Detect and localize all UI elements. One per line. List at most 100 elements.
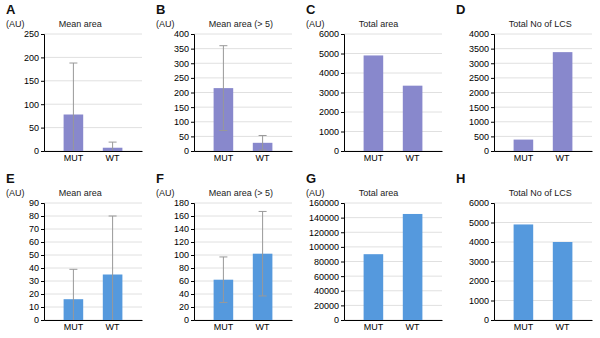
y-label: (AU) xyxy=(306,188,325,198)
y-tick-mark xyxy=(341,320,344,321)
y-tick-mark xyxy=(341,276,344,277)
y-tick-label: 1500 xyxy=(469,103,489,113)
x-axis-line xyxy=(45,151,143,152)
x-tick-label: WT xyxy=(556,322,570,332)
grid-line xyxy=(44,255,142,256)
grid-line xyxy=(44,34,142,35)
grid-line xyxy=(194,92,292,93)
grid-line xyxy=(44,268,142,269)
error-bar xyxy=(259,211,267,296)
grid-line xyxy=(44,229,142,230)
grid-line xyxy=(194,307,292,308)
x-tick-label: WT xyxy=(106,153,120,163)
y-axis-line xyxy=(41,35,45,152)
y-axis: 0200004000060000800001000001200001400001… xyxy=(309,198,345,325)
y-tick-label: 2000 xyxy=(469,276,489,286)
y-tick-mark xyxy=(41,34,44,35)
grid-line xyxy=(494,242,592,243)
y-axis: 0102030405060708090 xyxy=(29,198,45,325)
grid-line xyxy=(344,73,442,74)
y-tick-mark xyxy=(491,107,494,108)
y-tick: 350 xyxy=(174,44,194,54)
y-tick-mark xyxy=(41,57,44,58)
y-tick: 0 xyxy=(184,315,194,325)
y-tick-label: 120 xyxy=(174,237,189,247)
y-tick: 40 xyxy=(29,263,44,273)
y-tick-mark xyxy=(41,104,44,105)
y-tick: 100 xyxy=(174,250,194,260)
y-tick: 0 xyxy=(334,315,344,325)
y-tick-label: 400 xyxy=(174,29,189,39)
y-axis-line xyxy=(341,35,345,152)
title: Mean area xyxy=(59,19,102,29)
bar xyxy=(364,55,384,151)
y-tick-mark xyxy=(491,93,494,94)
panel-label: C xyxy=(306,2,316,17)
y-tick: 0 xyxy=(34,315,44,325)
grid-line xyxy=(44,216,142,217)
x-axis-line xyxy=(45,320,143,321)
y-tick-label: 6000 xyxy=(319,29,339,39)
grid-line xyxy=(344,217,442,218)
grid xyxy=(344,34,442,151)
y-tick-mark xyxy=(341,305,344,306)
x-tick-label: MUT xyxy=(364,322,384,332)
grid-line xyxy=(494,107,592,108)
figure: 050100150200250MUTWTMean area(AU)A050100… xyxy=(0,0,600,338)
y-tick-label: 140 xyxy=(174,224,189,234)
y-axis: 05001000150020002500300035004000 xyxy=(469,29,495,156)
x-axis-line xyxy=(345,151,443,152)
y-tick: 3000 xyxy=(319,88,344,98)
y-tick-label: 0 xyxy=(34,315,39,325)
y-tick: 6000 xyxy=(319,29,344,39)
y-tick-mark xyxy=(491,136,494,137)
y-tick-label: 50 xyxy=(179,132,189,142)
y-tick-label: 2500 xyxy=(469,73,489,83)
grid-line xyxy=(344,246,442,247)
x-tick: MUT xyxy=(214,322,234,332)
y-tick-mark xyxy=(191,242,194,243)
y-tick: 0 xyxy=(484,315,494,325)
x-tick: WT xyxy=(256,153,270,163)
y-tick-label: 3500 xyxy=(469,44,489,54)
panel-label: E xyxy=(6,171,15,186)
y-tick-mark xyxy=(41,268,44,269)
y-tick-label: 0 xyxy=(334,146,339,156)
marks xyxy=(214,211,273,320)
grid-line xyxy=(344,305,442,306)
bar xyxy=(403,214,423,320)
grid-line xyxy=(494,34,592,35)
title: Total area xyxy=(359,19,399,29)
y-tick-mark xyxy=(191,255,194,256)
y-tick-label: 3000 xyxy=(319,88,339,98)
grid-line xyxy=(344,131,442,132)
x-tick: MUT xyxy=(214,153,234,163)
y-tick: 500 xyxy=(474,132,494,142)
grid-line xyxy=(44,203,142,204)
panel: 050100150200250300350400MUTWTMean area (… xyxy=(156,2,293,163)
grid-line xyxy=(194,242,292,243)
y-tick-label: 1000 xyxy=(319,127,339,137)
y-tick-mark xyxy=(491,151,494,152)
x-tick: WT xyxy=(106,153,120,163)
bar xyxy=(514,140,534,151)
y-tick-label: 20000 xyxy=(314,301,339,311)
y-tick: 60 xyxy=(179,276,194,286)
y-tick: 20000 xyxy=(314,301,344,311)
bar xyxy=(364,254,384,320)
y-tick-label: 0 xyxy=(484,146,489,156)
x-tick-label: MUT xyxy=(214,153,234,163)
y-tick-label: 140000 xyxy=(309,213,339,223)
y-tick: 180 xyxy=(174,198,194,208)
x-axis-line xyxy=(495,320,593,321)
x-axis: MUTWT xyxy=(495,321,593,333)
y-tick-label: 100 xyxy=(174,117,189,127)
y-tick-label: 80 xyxy=(29,211,39,221)
y-tick-mark xyxy=(41,151,44,152)
title: Total area xyxy=(359,188,399,198)
grid-line xyxy=(44,127,142,128)
y-axis-line xyxy=(191,204,195,321)
y-tick-mark xyxy=(191,107,194,108)
y-tick: 200 xyxy=(174,88,194,98)
y-tick-label: 0 xyxy=(184,315,189,325)
